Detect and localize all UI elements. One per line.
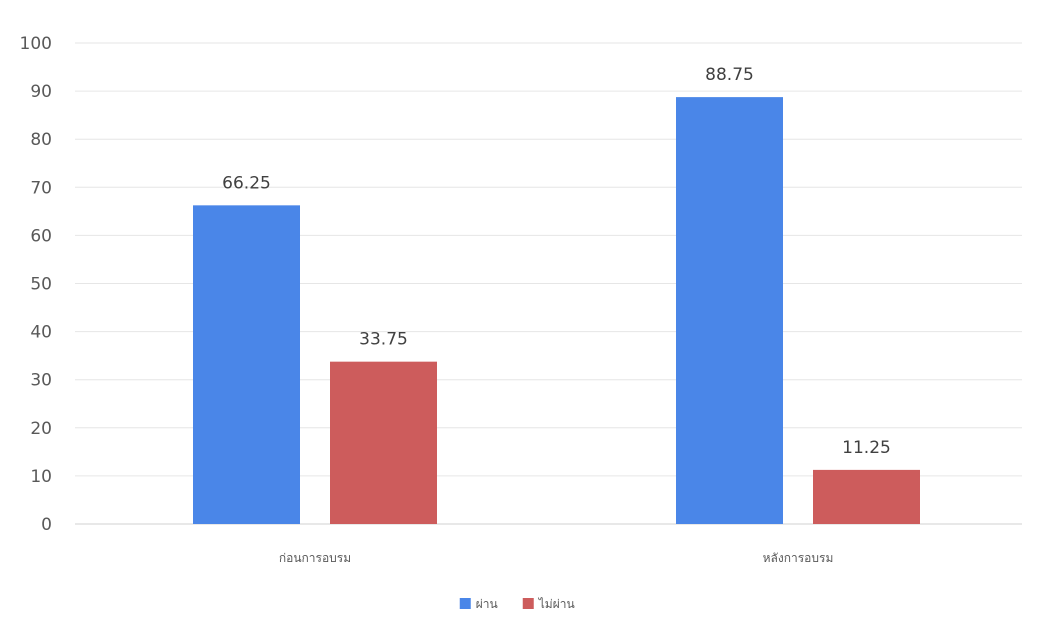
category-label: ก่อนการอบรม	[279, 551, 351, 565]
data-labels: 66.25 33.75 88.75 11.25	[222, 65, 891, 458]
legend-item: ผ่าน	[459, 597, 498, 611]
data-label: 33.75	[359, 330, 408, 350]
category-label: หลังการอบรม	[763, 551, 834, 565]
y-tick-label: 80	[30, 130, 52, 150]
data-label: 11.25	[842, 438, 891, 458]
y-tick-label: 30	[30, 371, 52, 391]
data-label: 66.25	[222, 173, 271, 193]
y-tick-label: 60	[30, 226, 52, 246]
y-tick-label: 50	[30, 275, 52, 295]
legend-label: ผ่าน	[476, 597, 498, 611]
data-label: 88.75	[705, 65, 754, 85]
legend-label: ไม่ผ่าน	[538, 597, 575, 611]
y-tick-label: 10	[30, 467, 52, 487]
y-tick-label: 20	[30, 419, 52, 439]
bars	[193, 97, 920, 525]
bar	[330, 361, 437, 524]
bar	[193, 205, 300, 524]
legend-swatch	[522, 598, 534, 609]
y-axis-ticks: 0 10 20 30 40 50 60 70 80 90 100	[20, 34, 52, 535]
x-axis-categories: ก่อนการอบรม หลังการอบรม	[279, 551, 834, 565]
legend-swatch	[459, 598, 471, 609]
bar	[813, 469, 920, 524]
bar	[676, 97, 783, 525]
y-tick-label: 100	[20, 34, 52, 54]
legend: ผ่าน ไม่ผ่าน	[459, 597, 575, 611]
y-tick-label: 0	[41, 515, 52, 535]
y-tick-label: 70	[30, 178, 52, 198]
y-tick-label: 90	[30, 82, 52, 102]
y-tick-label: 40	[30, 323, 52, 343]
legend-item: ไม่ผ่าน	[522, 597, 575, 611]
